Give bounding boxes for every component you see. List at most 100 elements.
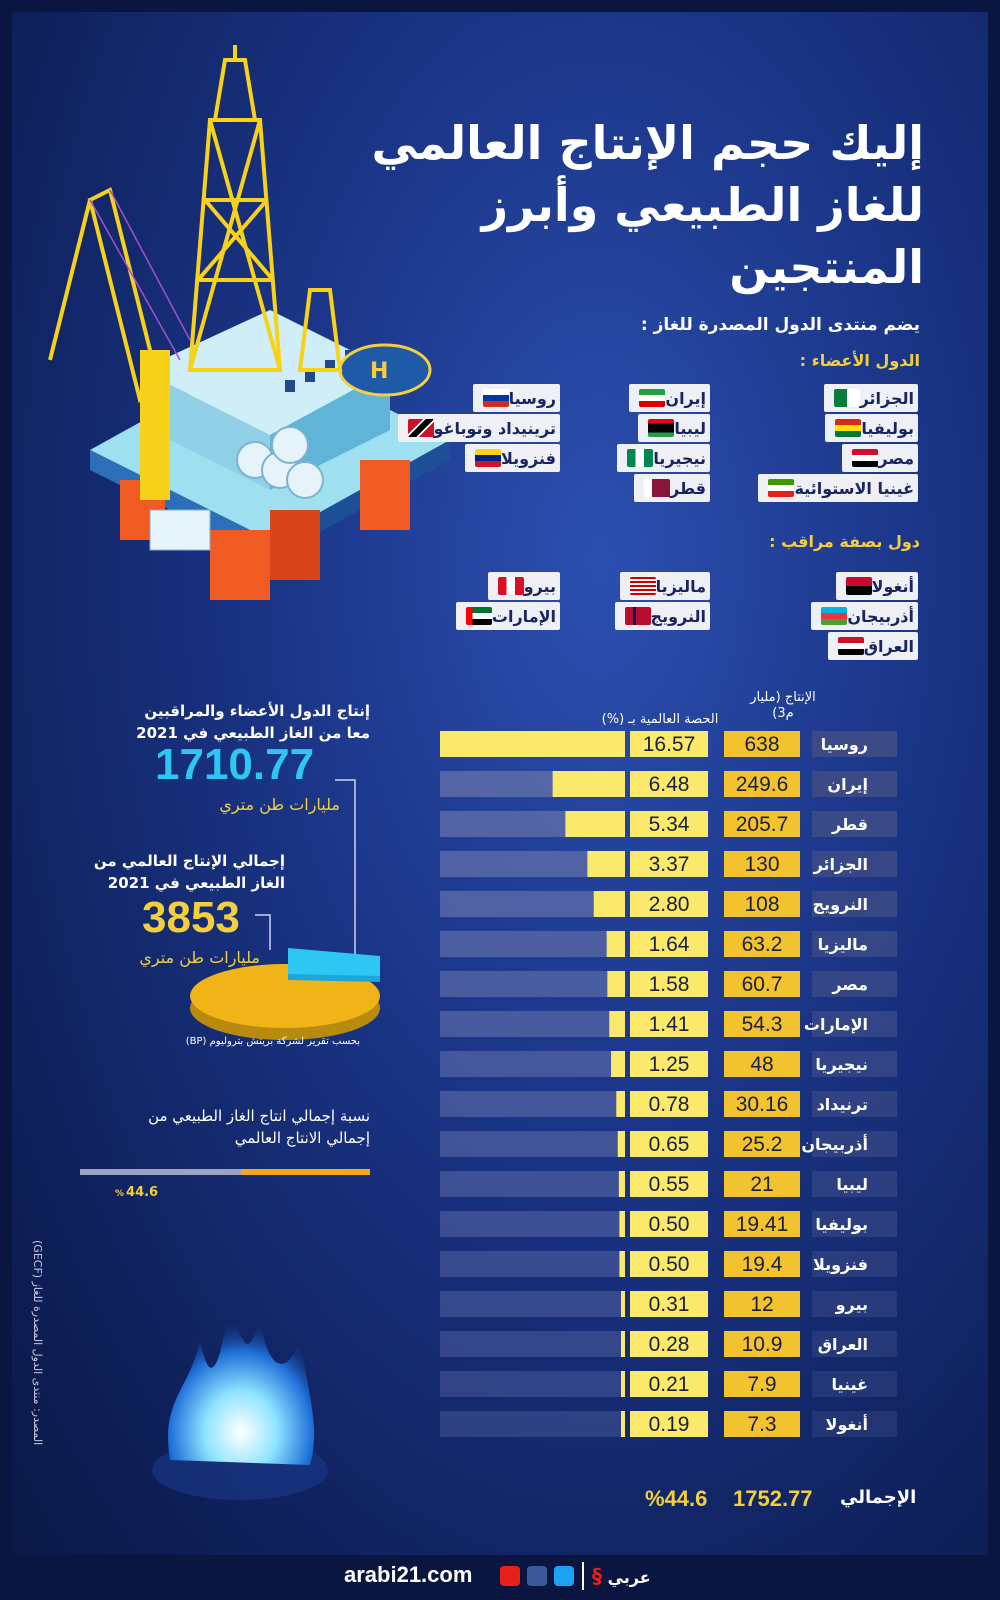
member-name: ليبيا (674, 418, 706, 438)
observer-chip: النرويج (614, 602, 710, 630)
production-value-box (724, 1331, 800, 1357)
share-value: % 44.6 (115, 1185, 158, 1200)
country-label: أنغولا (826, 1414, 868, 1434)
share-value-box (630, 891, 708, 917)
country-label: غينيا (831, 1375, 868, 1394)
production-value: 54.3 (742, 1013, 783, 1036)
member-name: الجزائر (859, 388, 914, 408)
share-value-label: 0.50 (649, 1213, 690, 1236)
production-value-box (724, 1211, 800, 1237)
member-name: روسيا (508, 388, 556, 408)
member-name: غينيا الاستوائية (794, 478, 914, 498)
country-label: العراق (818, 1335, 868, 1354)
members-heading: الدول الأعضاء : (799, 351, 920, 370)
title-line-2: للغاز الطبيعي وأبرز المنتجين (481, 178, 924, 294)
production-value: 108 (744, 893, 779, 916)
egypt-flag-icon (852, 449, 879, 467)
share-value-label: 16.57 (643, 733, 696, 756)
country-label-bg (812, 1051, 897, 1077)
share-value-label: 1.58 (649, 973, 690, 996)
member-name: بوليفيا (861, 418, 914, 438)
malaysia-flag-icon (629, 577, 656, 595)
country-label-bg (812, 1371, 897, 1397)
share-bar-track (440, 1011, 625, 1037)
share-bar (609, 1011, 625, 1037)
member-chip: ليبيا (638, 414, 710, 442)
share-value-label: 2.80 (649, 893, 690, 916)
production-value: 12 (750, 1293, 773, 1316)
production-value: 60.7 (742, 973, 783, 996)
share-bar-track (440, 1131, 625, 1157)
production-value-box (724, 931, 800, 957)
observer-name: النرويج (650, 606, 706, 626)
share-value-box (630, 1331, 708, 1357)
russia-flag-icon (482, 389, 509, 407)
member-chip: بوليفيا (825, 414, 918, 442)
share-value-label: 1.64 (649, 933, 690, 956)
forum-heading: يضم منتدى الدول المصدرة للغاز : (640, 315, 920, 335)
share-bar-track (440, 1411, 625, 1437)
share-value-label: 6.48 (649, 773, 690, 796)
share-value-label: 3.37 (649, 853, 690, 876)
bolivia-flag-icon (835, 419, 862, 437)
twitter-icon[interactable] (554, 1566, 574, 1586)
observer-name: أذربيجان (847, 606, 914, 626)
country-label-bg (812, 731, 897, 757)
production-value-box (724, 851, 800, 877)
production-value-box (724, 1051, 800, 1077)
world-production-label: إجمالي الإنتاج العالمي من الغاز الطبيعي … (93, 852, 285, 892)
production-value-box (724, 811, 800, 837)
production-value-box (724, 1171, 800, 1197)
libya-flag-icon (648, 419, 675, 437)
share-value-box (630, 1291, 708, 1317)
production-value: 7.9 (747, 1373, 776, 1396)
observer-chip: الإمارات (455, 602, 560, 630)
share-value-label: 0.78 (649, 1093, 690, 1116)
member-chip: غينيا الاستوائية (758, 474, 918, 502)
share-value-label: 0.65 (649, 1133, 690, 1156)
country-label: نيجيريا (815, 1055, 868, 1074)
share-value-box (630, 1051, 708, 1077)
share-bar-track (440, 1291, 625, 1317)
member-chip: إيران (629, 384, 710, 412)
country-label: قطر (831, 815, 868, 834)
share-bar (593, 891, 625, 917)
share-value-box (630, 851, 708, 877)
country-label: الإمارات (804, 1015, 868, 1034)
share-value-label: 0.31 (649, 1293, 690, 1316)
production-value-box (724, 1251, 800, 1277)
production-value: 19.41 (736, 1213, 789, 1236)
production-value: 7.3 (747, 1413, 776, 1436)
country-label-bg (812, 1411, 897, 1437)
production-value: 25.2 (742, 1133, 783, 1156)
share-percent-sign: % (115, 1189, 125, 1199)
country-label-bg (812, 851, 897, 877)
share-value-label: 0.19 (649, 1413, 690, 1436)
iran-flag-icon (639, 389, 666, 407)
country-label-bg (812, 1331, 897, 1357)
facebook-icon[interactable] (527, 1566, 547, 1586)
share-bar-track (440, 1051, 625, 1077)
production-value-box (724, 771, 800, 797)
world-production-value: 3853 (142, 893, 240, 942)
site-url[interactable]: arabi21.com (344, 1562, 473, 1587)
observer-name: الإمارات (491, 606, 556, 626)
country-label: النرويج (813, 895, 868, 914)
member-chip: قطر (633, 474, 710, 502)
share-value-box (630, 931, 708, 957)
total-share: %44.6 (645, 1486, 708, 1511)
production-value: 205.7 (736, 813, 789, 836)
offshore-rig-illustration: H (48, 45, 450, 600)
youtube-icon[interactable] (500, 1566, 520, 1586)
member-name: إيران (665, 388, 706, 408)
production-value-box (724, 731, 800, 757)
observer-chip: ماليزيا (619, 572, 710, 600)
observer-chip: العراق (827, 632, 918, 660)
brand-logo[interactable]: § عربي (592, 1564, 651, 1588)
production-column-header: الإنتاج (مليار م3) (750, 690, 816, 721)
share-value-label: 5.34 (649, 813, 690, 836)
observer-name: بيرو (523, 576, 556, 596)
country-label-bg (812, 771, 897, 797)
share-bar-track (440, 1211, 625, 1237)
azerbaijan-flag-icon (821, 607, 848, 625)
